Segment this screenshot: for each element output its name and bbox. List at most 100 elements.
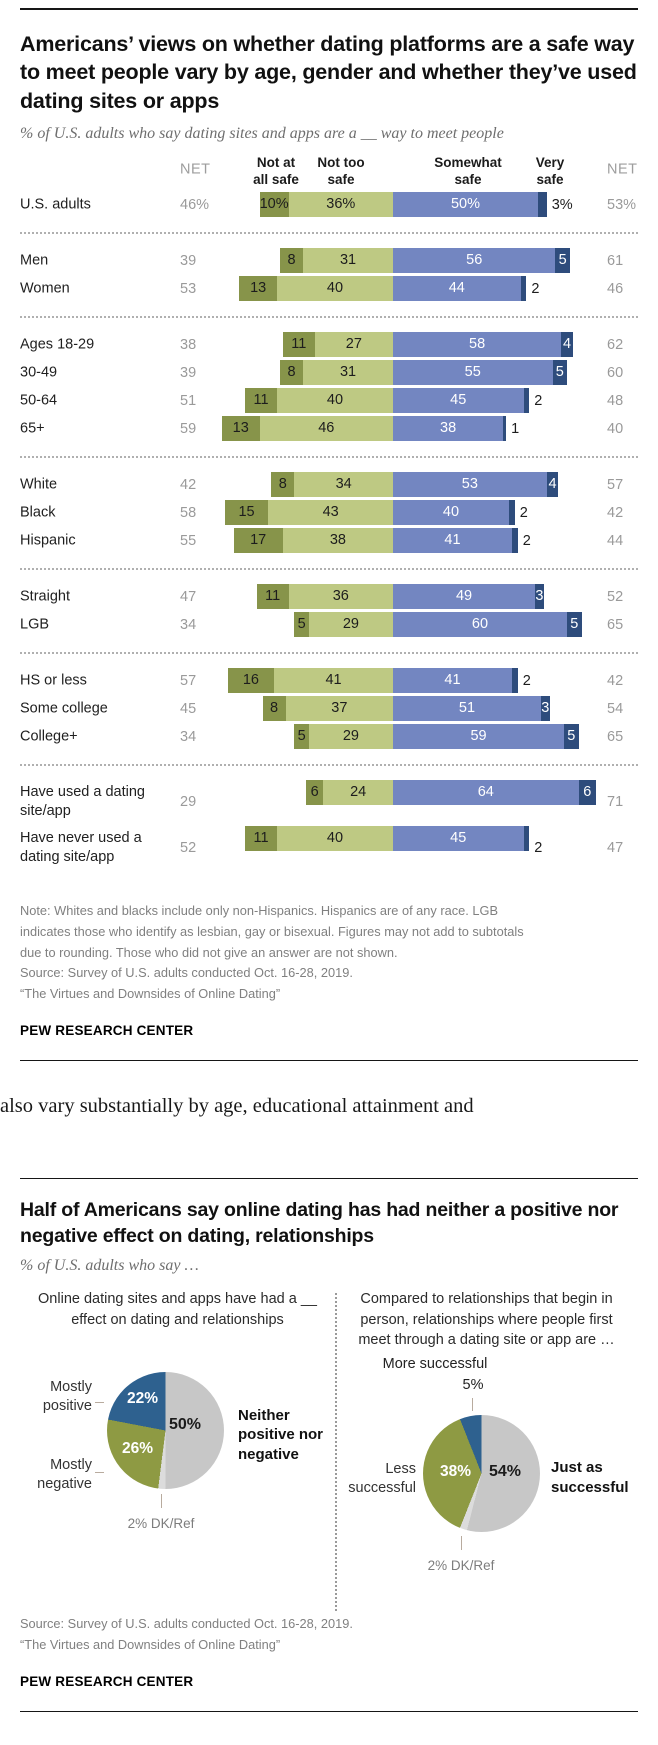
segment-somewhat-safe: 45: [393, 388, 524, 414]
net-left-value: 57: [180, 673, 197, 690]
segment-somewhat-safe: 45: [393, 826, 524, 852]
segment-very-safe: 5: [552, 360, 567, 386]
just-as-successful-value: 54%: [489, 1463, 522, 1481]
segment-very-safe: 5: [564, 724, 579, 750]
group-separator: [20, 456, 638, 459]
segment-not-at-all-safe: 16: [227, 668, 275, 694]
net-right-value: 53%: [607, 197, 637, 214]
net-left-value: 39: [180, 365, 197, 382]
segment-somewhat-safe: 51: [393, 696, 541, 722]
bar-row: College+ 34 5 29 59 5 65: [20, 723, 638, 751]
group-separator: [20, 568, 638, 571]
segment-not-at-all-safe: 5: [294, 612, 309, 638]
segment-not-at-all-safe: 8: [279, 248, 304, 274]
bar-row: U.S. adults 46% 10% 36% 50% 3% 53%: [20, 191, 638, 219]
segment-not-too-safe: 31: [303, 360, 393, 386]
row-label: HS or less: [20, 672, 87, 689]
less-successful-value: 38%: [440, 1463, 472, 1481]
just-as-successful-label: Just as successful: [551, 1459, 629, 1496]
row-label: Black: [20, 504, 56, 521]
row-label: Women: [20, 280, 70, 297]
net-left-value: 42: [180, 477, 197, 494]
mostly-negative-value: 26%: [122, 1439, 154, 1457]
net-left-value: 46%: [180, 197, 210, 214]
dk-ref-label: 2% DK/Ref: [127, 1515, 195, 1531]
net-right-value: 71: [607, 794, 624, 811]
segment-very-safe: [523, 388, 530, 414]
bar-row: LGB 34 5 29 60 5 65: [20, 611, 638, 639]
segment-not-too-safe: 40: [277, 388, 393, 414]
net-right-value: 42: [607, 673, 624, 690]
not-at-all-safe-header: Not at all safe: [253, 155, 299, 188]
segment-not-at-all-safe: 8: [279, 360, 304, 386]
effects-pie-chart: 22% 26% 50%: [107, 1371, 224, 1489]
net-right-value: 42: [607, 505, 624, 522]
very-safe-outside-value: 2: [534, 393, 543, 410]
net-right-value: 48: [607, 393, 624, 410]
net-left-value: 55: [180, 533, 197, 550]
row-label: Hispanic: [20, 532, 76, 549]
segment-somewhat-safe: 56: [393, 248, 556, 274]
row-label: Straight: [20, 588, 70, 605]
chart-subtitle-2: % of U.S. adults who say …: [20, 1257, 199, 1275]
segment-not-at-all-safe: 10%: [259, 192, 289, 218]
segment-not-too-safe: 41: [274, 668, 393, 694]
dk-leader-line: [461, 1536, 462, 1551]
group-separator: [20, 764, 638, 767]
row-label: Men: [20, 252, 49, 269]
segment-somewhat-safe: 64: [393, 780, 579, 806]
segment-not-too-safe: 34: [294, 472, 393, 498]
pie-panels: Online dating sites and apps have had a …: [20, 1289, 638, 1612]
net-left-value: 59: [180, 421, 197, 438]
segment-somewhat-safe: 53: [393, 472, 547, 498]
bar-row: 30-49 39 8 31 55 5 60: [20, 359, 638, 387]
segment-somewhat-safe: 58: [393, 332, 562, 358]
mostly-negative-label: Mostly negative: [37, 1456, 92, 1493]
more-successful-label: More successful: [382, 1356, 488, 1373]
segment-somewhat-safe: 44: [393, 276, 521, 302]
bar-row: Men 39 8 31 56 5 61: [20, 247, 638, 275]
net-left-value: 38: [180, 337, 197, 354]
chart-subtitle: % of U.S. adults who say dating sites an…: [20, 125, 504, 143]
segment-not-at-all-safe: 11: [245, 388, 277, 414]
dk-leader-line: [161, 1493, 162, 1508]
bar-row: HS or less 57 16 41 41 2 42: [20, 667, 638, 695]
segment-somewhat-safe: 40: [393, 500, 509, 526]
very-safe-outside-value: 2: [519, 505, 528, 522]
segment-somewhat-safe: 50%: [393, 192, 538, 218]
net-right-value: 60: [607, 365, 624, 382]
segment-somewhat-safe: 38: [393, 416, 504, 442]
net-right-value: 57: [607, 477, 624, 494]
bar-row: Have used a dating site/app 29 6 24 64 6 71: [20, 779, 638, 825]
segment-somewhat-safe: 41: [393, 528, 512, 554]
bar-row: Have never used a dating site/app 52 11 40 4…: [20, 825, 638, 871]
page-title-2: Half of Americans say online dating has …: [20, 1198, 619, 1248]
row-label: U.S. adults: [20, 196, 91, 213]
net-left-value: 51: [180, 393, 197, 410]
neither-value: 50%: [169, 1415, 202, 1433]
success-pie-chart: 38% 54%: [423, 1415, 540, 1533]
segment-very-safe: [503, 416, 507, 442]
segment-not-too-safe: 36%: [288, 192, 393, 218]
neither-label: Neither positive nor negative: [238, 1406, 324, 1463]
bar-chart: U.S. adults 46% 10% 36% 50% 3% 53% Men 39 8 31 56 5 6…: [20, 191, 638, 871]
group-separator: [20, 652, 638, 655]
chart-quote-2: “The Virtues and Downsides of Online Dat…: [20, 1636, 281, 1652]
not-too-safe-header: Not too safe: [317, 155, 365, 188]
group-separator: [20, 316, 638, 319]
net-right-value: 61: [607, 253, 624, 270]
net-left-value: 29: [180, 794, 197, 811]
very-safe-outside-value: 2: [531, 281, 540, 298]
segment-somewhat-safe: 55: [393, 360, 553, 386]
segment-not-too-safe: 36: [288, 584, 393, 610]
segment-not-at-all-safe: 6: [306, 780, 324, 806]
row-label: Ages 18-29: [20, 336, 95, 353]
segment-not-too-safe: 37: [285, 696, 393, 722]
net-right-value: 47: [607, 840, 624, 857]
effects-chart-section: Half of Americans say online dating has …: [0, 1177, 658, 1712]
left-pie-area: 22% 26% 50% Mostly positive Mostly negat…: [20, 1344, 335, 1556]
mostly-positive-value: 22%: [127, 1389, 159, 1407]
segment-not-too-safe: 31: [303, 248, 393, 274]
net-right-value: 54: [607, 701, 624, 718]
top-rule: [20, 8, 638, 10]
